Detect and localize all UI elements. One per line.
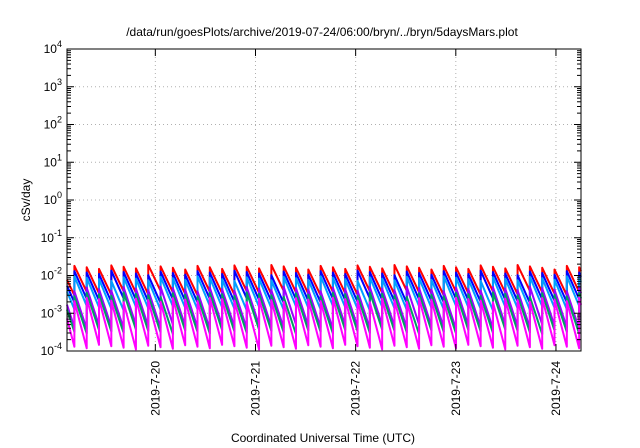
- chart-title: /data/run/goesPlots/archive/2019-07-24/0…: [126, 25, 518, 39]
- x-axis-tick-labels: 2019-7-20 2019-7-21 2019-7-22 2019-7-23 2019…: [148, 361, 563, 416]
- x-tick-label: 2019-7-23: [449, 361, 463, 416]
- x-axis-label: Coordinated Universal Time (UTC): [231, 431, 415, 445]
- y-tick-label: 10-1: [41, 228, 62, 245]
- series-line: [66, 263, 582, 297]
- series-line: [66, 269, 582, 304]
- y-axis-label: cSv/day: [19, 179, 33, 222]
- y-tick-label: 10-4: [41, 341, 62, 358]
- series-line: [66, 291, 582, 336]
- x-tick-label: 2019-7-21: [248, 361, 262, 416]
- series-line: [66, 285, 582, 331]
- y-tick-label: 101: [44, 152, 62, 169]
- y-tick-label: 102: [44, 115, 62, 132]
- x-tick-label: 2019-7-22: [349, 361, 363, 416]
- y-tick-label: 100: [44, 190, 62, 207]
- axis-ticks: [67, 48, 581, 352]
- x-tick-label: 2019-7-20: [148, 361, 162, 416]
- series-line: [66, 275, 582, 312]
- series-layer: [66, 263, 582, 351]
- x-tick-label: 2019-7-24: [549, 361, 563, 416]
- series-line: [66, 296, 582, 351]
- y-tick-label: 10-3: [41, 303, 62, 320]
- y-tick-label: 104: [44, 39, 62, 56]
- y-axis-tick-labels: 10-4 10-3 10-2 10-1 100 101 102 103 104: [41, 39, 62, 358]
- y-tick-label: 10-2: [41, 266, 62, 283]
- y-tick-label: 103: [44, 77, 62, 94]
